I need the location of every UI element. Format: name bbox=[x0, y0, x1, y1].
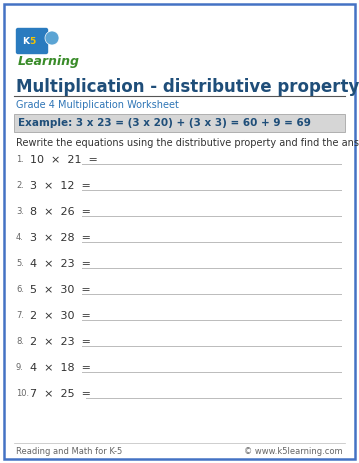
Text: Grade 4 Multiplication Worksheet: Grade 4 Multiplication Worksheet bbox=[16, 100, 179, 110]
Text: K: K bbox=[22, 37, 29, 45]
Text: 4  ×  18  =: 4 × 18 = bbox=[30, 363, 91, 373]
Text: 8.: 8. bbox=[16, 337, 24, 346]
Text: 10  ×  21  =: 10 × 21 = bbox=[30, 155, 98, 165]
Text: 3  ×  28  =: 3 × 28 = bbox=[30, 233, 91, 243]
Text: 7.: 7. bbox=[16, 311, 24, 320]
Circle shape bbox=[45, 31, 59, 45]
FancyBboxPatch shape bbox=[17, 29, 47, 54]
Text: 7  ×  25  =: 7 × 25 = bbox=[30, 389, 91, 399]
Text: 10.: 10. bbox=[16, 389, 29, 398]
Text: 5: 5 bbox=[29, 37, 35, 45]
Text: 3.: 3. bbox=[16, 207, 24, 216]
Text: 2.: 2. bbox=[16, 181, 24, 190]
Text: 4.: 4. bbox=[16, 233, 24, 242]
Text: Rewrite the equations using the distributive property and find the answer.: Rewrite the equations using the distribu… bbox=[16, 138, 359, 148]
Text: Multiplication - distributive property: Multiplication - distributive property bbox=[16, 78, 359, 96]
Text: 2  ×  23  =: 2 × 23 = bbox=[30, 337, 91, 347]
Bar bbox=[14, 114, 345, 132]
Text: 9.: 9. bbox=[16, 363, 24, 372]
Text: 5.: 5. bbox=[16, 259, 24, 268]
Text: Example: 3 x 23 = (3 x 20) + (3 x 3) = 60 + 9 = 69: Example: 3 x 23 = (3 x 20) + (3 x 3) = 6… bbox=[18, 118, 311, 128]
Text: Reading and Math for K-5: Reading and Math for K-5 bbox=[16, 447, 122, 456]
Text: 8  ×  26  =: 8 × 26 = bbox=[30, 207, 91, 217]
Text: Learning: Learning bbox=[18, 55, 80, 68]
Text: 4  ×  23  =: 4 × 23 = bbox=[30, 259, 91, 269]
Text: 1.: 1. bbox=[16, 155, 24, 164]
Text: 2  ×  30  =: 2 × 30 = bbox=[30, 311, 91, 321]
Text: 5  ×  30  =: 5 × 30 = bbox=[30, 285, 91, 295]
Text: 3  ×  12  =: 3 × 12 = bbox=[30, 181, 91, 191]
Text: 6.: 6. bbox=[16, 285, 24, 294]
Text: © www.k5learning.com: © www.k5learning.com bbox=[244, 447, 343, 456]
